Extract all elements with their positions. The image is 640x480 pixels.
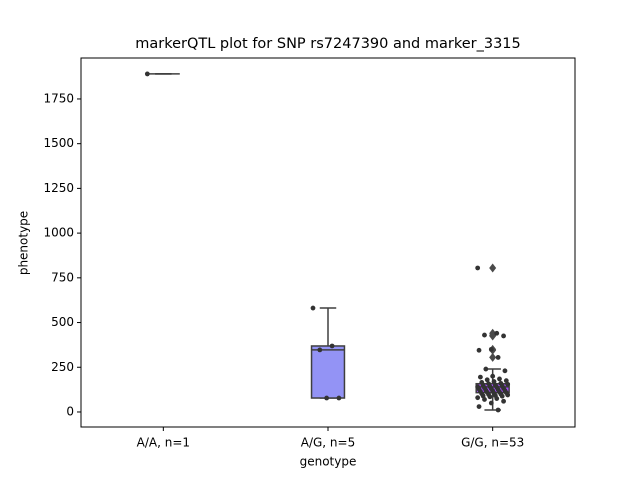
y-axis-label: phenotype <box>17 211 31 275</box>
point <box>317 347 323 353</box>
point <box>494 330 500 336</box>
plot-frame <box>80 57 576 428</box>
point <box>476 347 482 353</box>
point <box>501 398 506 404</box>
point <box>476 404 482 410</box>
point <box>144 71 150 77</box>
point <box>487 394 493 400</box>
outlier <box>489 263 497 273</box>
y-tick-label: 0 <box>66 404 74 418</box>
point <box>475 395 481 401</box>
point <box>336 395 342 401</box>
chart-title: markerQTL plot for SNP rs7247390 and mar… <box>135 36 521 52</box>
x-axis-label: genotype <box>300 455 357 469</box>
point <box>477 374 483 380</box>
point <box>483 366 489 372</box>
point <box>310 305 316 311</box>
x-tick-label: A/G, n=5 <box>301 436 355 450</box>
x-tick-label: G/G, n=53 <box>461 436 524 450</box>
y-tick-label: 750 <box>51 270 74 284</box>
y-tick-label: 1000 <box>43 226 74 240</box>
point <box>329 343 335 349</box>
point <box>505 381 511 387</box>
y-tick-label: 1750 <box>43 91 74 105</box>
point <box>488 400 494 406</box>
outlier <box>489 352 497 362</box>
point <box>484 377 490 383</box>
point <box>324 395 330 401</box>
point <box>495 355 501 360</box>
x-tick-label: A/A, n=1 <box>137 436 190 450</box>
point <box>505 392 511 398</box>
y-tick-label: 500 <box>51 315 74 329</box>
point <box>490 373 496 379</box>
point <box>502 368 508 374</box>
point <box>494 396 500 401</box>
point <box>499 393 505 399</box>
point <box>482 332 487 338</box>
point <box>475 265 481 271</box>
point <box>501 333 506 339</box>
point <box>497 376 502 382</box>
y-tick-label: 250 <box>51 360 74 374</box>
y-tick-label: 1500 <box>43 136 74 150</box>
box <box>310 345 346 399</box>
y-tick-label: 1250 <box>43 181 74 195</box>
point <box>482 397 487 402</box>
point <box>495 407 501 413</box>
point <box>488 346 494 352</box>
